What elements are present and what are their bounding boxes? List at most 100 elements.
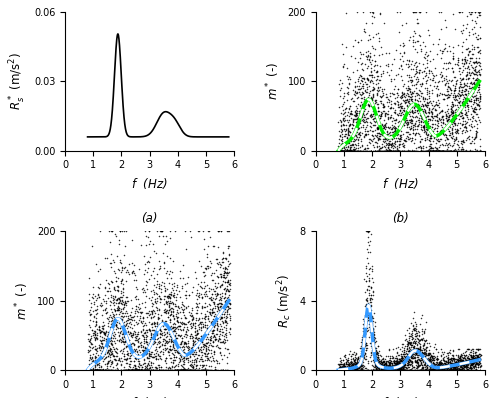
Point — [380, 107, 388, 114]
Point — [342, 351, 349, 358]
Point — [200, 361, 208, 368]
Point — [208, 327, 216, 333]
Point — [118, 336, 126, 342]
Point — [445, 356, 453, 362]
Point — [392, 143, 400, 149]
Point — [102, 336, 110, 342]
Point — [400, 114, 408, 120]
Point — [174, 367, 182, 373]
Point — [117, 280, 125, 287]
Point — [375, 146, 383, 152]
Point — [197, 279, 205, 285]
Point — [368, 284, 376, 291]
Point — [146, 349, 154, 355]
Point — [360, 146, 368, 152]
Point — [390, 360, 398, 366]
Point — [168, 293, 176, 299]
Point — [188, 367, 196, 373]
Point — [104, 359, 112, 365]
Point — [463, 358, 471, 365]
Point — [452, 92, 460, 99]
Point — [425, 358, 433, 365]
Point — [339, 367, 347, 373]
Point — [397, 365, 405, 372]
Point — [414, 339, 422, 345]
Point — [140, 367, 147, 373]
Point — [444, 116, 452, 122]
Point — [422, 137, 430, 143]
Point — [346, 367, 354, 373]
Point — [118, 301, 126, 308]
Point — [188, 289, 196, 295]
Point — [452, 367, 460, 373]
Point — [377, 353, 385, 359]
Point — [411, 102, 419, 109]
Point — [222, 270, 230, 276]
Point — [419, 148, 427, 154]
Point — [370, 118, 378, 124]
Point — [178, 300, 186, 307]
Point — [470, 363, 478, 369]
Point — [216, 300, 224, 306]
Point — [408, 117, 416, 124]
Point — [470, 105, 478, 112]
Point — [168, 337, 176, 343]
Point — [454, 367, 462, 373]
Point — [183, 324, 191, 330]
Point — [345, 74, 353, 80]
Point — [175, 359, 183, 365]
Point — [138, 332, 146, 338]
Point — [408, 103, 416, 109]
Point — [160, 309, 168, 315]
Point — [456, 357, 464, 363]
Point — [380, 359, 388, 365]
Point — [137, 308, 145, 315]
Point — [188, 335, 196, 341]
Point — [455, 355, 463, 361]
Point — [436, 148, 444, 154]
Point — [350, 364, 358, 370]
Point — [404, 124, 411, 131]
Point — [191, 328, 199, 335]
Point — [444, 88, 452, 94]
Point — [344, 361, 351, 368]
Point — [371, 349, 379, 355]
Point — [354, 39, 362, 45]
Point — [210, 312, 218, 319]
Point — [424, 148, 432, 154]
Point — [414, 98, 422, 105]
Point — [120, 339, 128, 345]
Point — [399, 362, 407, 369]
Point — [450, 365, 458, 372]
Point — [434, 120, 442, 127]
Point — [398, 360, 406, 366]
Point — [358, 353, 366, 359]
Point — [114, 367, 122, 373]
Point — [447, 148, 455, 154]
Point — [398, 353, 406, 359]
Point — [412, 101, 420, 108]
Point — [426, 367, 434, 373]
Point — [334, 361, 342, 368]
Point — [87, 310, 95, 317]
Point — [85, 367, 93, 373]
Point — [380, 148, 388, 154]
Point — [410, 343, 418, 349]
Point — [156, 330, 164, 336]
Point — [139, 289, 147, 295]
Point — [444, 60, 452, 66]
Point — [336, 148, 344, 154]
Point — [400, 148, 408, 154]
Point — [393, 367, 401, 373]
Point — [436, 137, 444, 144]
Point — [420, 122, 428, 129]
Point — [430, 366, 438, 373]
Point — [368, 322, 376, 328]
Point — [466, 358, 474, 365]
Point — [172, 335, 180, 341]
Point — [412, 71, 420, 78]
Point — [336, 148, 344, 154]
Point — [138, 367, 146, 373]
Point — [398, 148, 406, 154]
Point — [372, 353, 380, 359]
